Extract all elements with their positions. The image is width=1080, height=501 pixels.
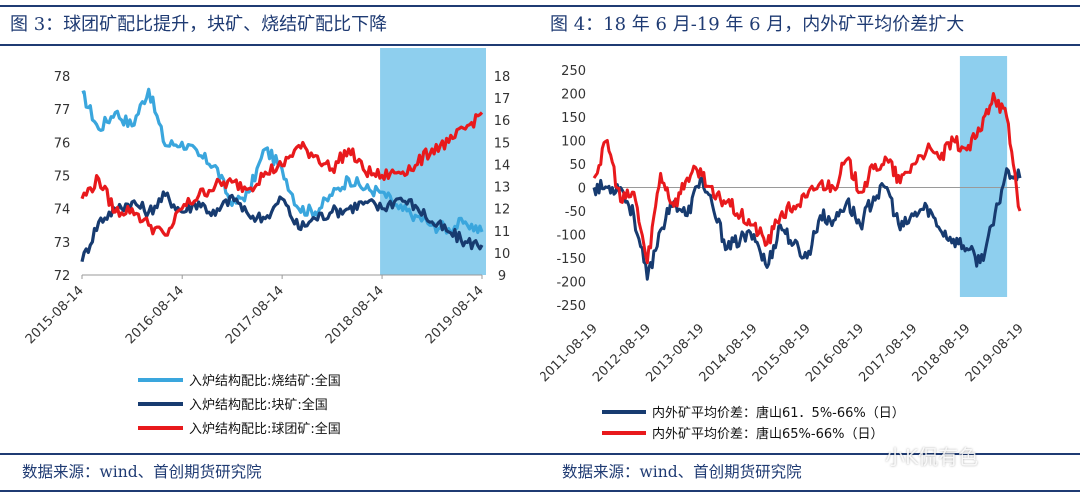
left-chart: 72 73 74 75 76 77 78 9 10 11 12 13 14 15 16 17 18 2015-08… — [23, 48, 511, 437]
series-line — [80, 111, 484, 237]
right-chart-title: 图 4：18 年 6 月-19 年 6 月，内外矿平均价差扩大 — [550, 14, 965, 35]
y-tick-label: -100 — [556, 229, 586, 244]
series-line — [592, 92, 1022, 265]
source-rule — [540, 453, 1080, 455]
y-tick-label-left: 74 — [54, 203, 71, 218]
y-tick-label-right: 14 — [494, 158, 511, 173]
title-rule — [540, 44, 1080, 46]
left-chart-title: 图 3：球团矿配比提升，块矿、烧结矿配比下降 — [10, 14, 388, 35]
legend-label: 入炉结构配比:球团矿:全国 — [189, 421, 341, 437]
y-tick-label-right: 10 — [494, 247, 511, 262]
y-tick-label-right: 17 — [494, 92, 511, 107]
y-tick-label-right: 18 — [494, 70, 511, 85]
y-tick-label: 150 — [561, 111, 586, 126]
y-tick-label-right: 12 — [494, 203, 511, 218]
legend-label: 内外矿平均价差：唐山61．5%-66%（日） — [652, 405, 905, 421]
y-tick-label: 200 — [561, 88, 586, 103]
x-tick-label: 2019-08-14 — [423, 283, 487, 347]
series-line — [80, 190, 484, 263]
right-chart: 250200150100500-50-100-150-200-2502011-0… — [540, 56, 1027, 442]
y-tick-label: -250 — [556, 299, 586, 314]
top-rule — [0, 5, 540, 7]
y-tick-label-left: 78 — [54, 70, 71, 85]
source-rule — [0, 453, 540, 455]
y-tick-label: 250 — [561, 64, 586, 79]
top-rule — [540, 5, 1080, 7]
y-tick-label: 100 — [561, 135, 586, 150]
x-tick-label: 2015-08-14 — [23, 283, 87, 347]
y-tick-label: 50 — [569, 158, 586, 173]
left-chart-panel: 图 3：球团矿配比提升，块矿、烧结矿配比下降 72 73 74 75 76 77 78 9 10… — [0, 5, 540, 492]
y-tick-label-left: 77 — [54, 103, 71, 118]
legend-label: 内外矿平均价差：唐山65%-66%（日） — [652, 426, 883, 442]
bottom-rule — [540, 490, 1080, 492]
y-tick-label: -150 — [556, 252, 586, 267]
bottom-rule — [0, 490, 540, 492]
y-tick-label-right: 9 — [498, 269, 506, 284]
y-tick-label: 0 — [578, 182, 586, 197]
x-tick-label: 2016-08-14 — [123, 283, 187, 347]
y-tick-label-right: 13 — [494, 181, 511, 196]
highlight-band — [380, 48, 486, 275]
y-tick-label: -50 — [565, 205, 586, 220]
y-tick-label-right: 15 — [494, 136, 511, 151]
y-tick-label-left: 75 — [54, 170, 71, 185]
y-tick-label-right: 16 — [494, 114, 511, 129]
y-tick-label-left: 76 — [54, 136, 71, 151]
watermark-text: 小K侃有色 — [885, 445, 979, 469]
left-source-text: 数据来源：wind、首创期货研究院 — [22, 463, 262, 481]
y-tick-label-right: 11 — [494, 225, 511, 240]
legend-label: 入炉结构配比:烧结矿:全国 — [189, 373, 341, 389]
y-tick-label: -200 — [556, 276, 586, 291]
x-tick-label: 2018-08-14 — [323, 283, 387, 347]
right-source-text: 数据来源：wind、首创期货研究院 — [562, 463, 802, 481]
title-rule — [0, 44, 540, 46]
y-tick-label-left: 73 — [54, 236, 71, 251]
x-tick-label: 2017-08-14 — [223, 283, 287, 347]
series-line — [81, 87, 484, 235]
y-tick-label-left: 72 — [54, 269, 71, 284]
legend-label: 入炉结构配比:块矿:全国 — [189, 397, 328, 413]
right-chart-panel: 图 4：18 年 6 月-19 年 6 月，内外矿平均价差扩大 250 200 15… — [540, 0, 1080, 501]
series-line — [592, 167, 1022, 281]
